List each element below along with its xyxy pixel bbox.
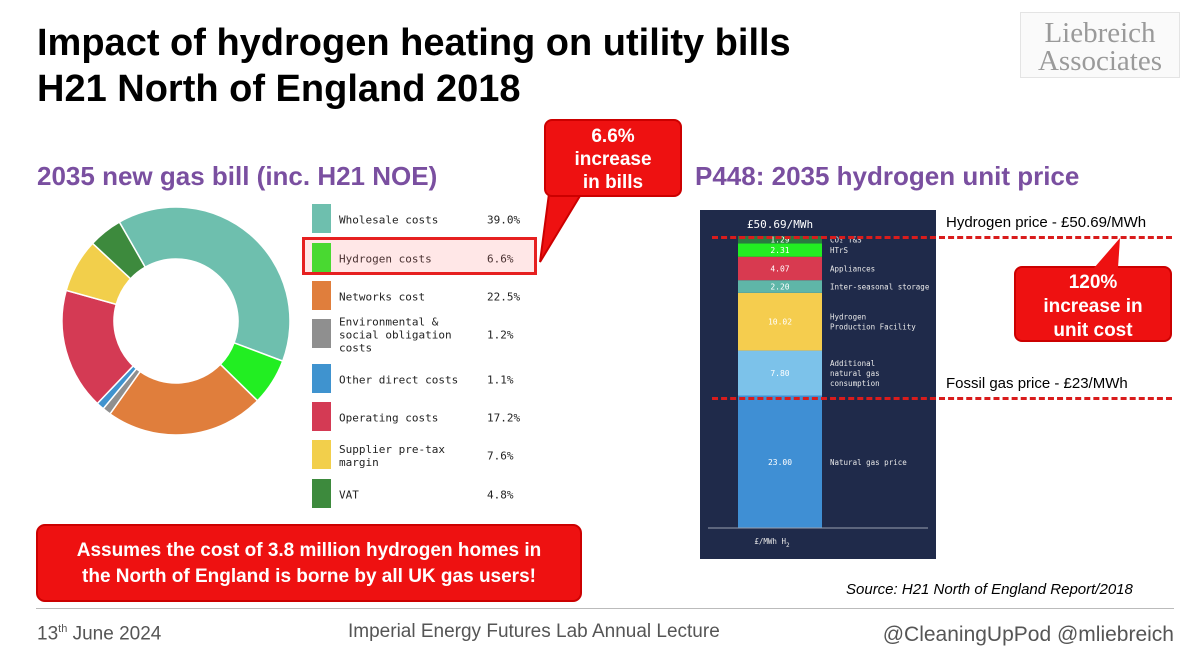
bar-segment-natural-gas-price xyxy=(738,395,822,528)
callout-bills-line-2: increase xyxy=(574,149,652,170)
stacked-bar-chart: 23.00 Natural gas price 7.80 Additionalnatu… xyxy=(700,210,936,559)
date-suffix: th xyxy=(58,623,68,635)
hydrogen-price-line xyxy=(712,236,1172,239)
legend-value: 22.5% xyxy=(487,290,521,304)
legend-label: Hydrogen costs xyxy=(339,252,432,266)
source-note: Source: H21 North of England Report/2018 xyxy=(846,581,1133,598)
legend-value: 17.2% xyxy=(487,411,521,425)
hydrogen-price-label: Hydrogen price - £50.69/MWh xyxy=(946,214,1147,231)
bar-segment-value: 10.02 xyxy=(768,318,792,327)
bar-segment-label: Inter-seasonal storage xyxy=(830,283,930,292)
bar-segment-htrs xyxy=(738,243,822,257)
legend-label: Environmental & social obligation costs xyxy=(339,315,452,355)
legend-value: 1.2% xyxy=(487,328,514,342)
legend-label: Networks cost xyxy=(339,290,426,304)
unit-price-subtitle: P448: 2035 hydrogen unit price xyxy=(695,161,1080,191)
assumption-line-1: Assumes the cost of 3.8 million hydrogen… xyxy=(76,540,542,561)
legend-label: Supplier pre-tax margin xyxy=(339,443,445,469)
legend-item-hydrogen-costs: Hydrogen costs 6.6% xyxy=(312,243,552,275)
bar-segment-label: Production Facility xyxy=(830,323,916,332)
legend-value: 6.6% xyxy=(487,252,514,266)
bar-segment-appliances xyxy=(738,256,822,281)
bar-segment-inter-seasonal-storage xyxy=(738,280,822,293)
bar-segment-value: 7.80 xyxy=(770,369,789,378)
logo-line-2: Associates xyxy=(1037,45,1163,77)
bar-segment-label: HTrS xyxy=(830,246,849,255)
legend-item-wholesale-costs: Wholesale costs 39.0% xyxy=(312,204,552,236)
bar-segment-label: Appliances xyxy=(830,264,875,273)
fossil-price-line xyxy=(712,397,1172,400)
legend-value: 4.8% xyxy=(487,488,514,502)
date-day: 13 xyxy=(37,623,59,645)
bar-segment-label: Additional xyxy=(830,359,875,368)
fossil-price-label: Fossil gas price - £23/MWh xyxy=(946,375,1128,392)
legend-label: Wholesale costs xyxy=(339,213,439,227)
title-line-1: Impact of hydrogen heating on utility bi… xyxy=(37,22,791,64)
bills-increase-callout: 6.6% increase in bills xyxy=(544,119,682,197)
hydrogen-costs-highlight xyxy=(302,237,537,275)
bar-segment-label: consumption xyxy=(830,379,880,388)
date-rest: June 2024 xyxy=(67,623,162,645)
assumption-line-2: the North of England is borne by all UK … xyxy=(82,566,536,587)
bar-segment-value: 2.20 xyxy=(770,283,789,292)
legend-value: 7.6% xyxy=(487,449,514,463)
logo-line-1: Liebreich xyxy=(1044,17,1156,49)
assumption-callout: Assumes the cost of 3.8 million hydrogen… xyxy=(36,524,582,602)
legend-item-supplier-pre-tax-margin: Supplier pre-tax margin 7.6% xyxy=(312,440,552,472)
legend-item-vat: VAT 4.8% xyxy=(312,479,552,511)
callout-unit-line-2: increase in xyxy=(1043,296,1143,317)
legend-swatch xyxy=(312,204,331,233)
legend-item-environmental-social-obligation-costs: Environmental & social obligation costs 1… xyxy=(312,316,552,355)
page-title: Impact of hydrogen heating on utility bi… xyxy=(37,20,791,112)
unit-callout-pointer xyxy=(1094,238,1120,268)
donut-subtitle: 2035 new gas bill (inc. H21 NOE) xyxy=(37,161,438,191)
donut-legend: Wholesale costs 39.0% Hydrogen costs 6.6% Ne… xyxy=(312,204,552,514)
bar-segment-value: 1.29 xyxy=(770,236,789,245)
footer-divider xyxy=(36,608,1174,609)
legend-swatch xyxy=(312,479,331,508)
bar-segment-value: 23.00 xyxy=(768,458,792,467)
logo: Liebreich Associates xyxy=(1020,12,1180,78)
bar-total-label: £50.69/MWh xyxy=(747,218,813,231)
callout-unit-line-3: unit cost xyxy=(1053,320,1133,341)
legend-swatch xyxy=(312,440,331,469)
bar-segment-label: Natural gas price xyxy=(830,458,907,467)
bar-segment-additional-natural-gas-consumption xyxy=(738,350,822,396)
legend-item-other-direct-costs: Other direct costs 1.1% xyxy=(312,364,552,396)
legend-label: Other direct costs xyxy=(339,373,459,387)
legend-swatch xyxy=(312,243,331,272)
bar-segment-value: 4.07 xyxy=(770,264,789,273)
legend-label: Operating costs xyxy=(339,411,439,425)
legend-value: 39.0% xyxy=(487,213,521,227)
callout-bills-line-3: in bills xyxy=(582,172,644,193)
footer-event: Imperial Energy Futures Lab Annual Lectu… xyxy=(348,621,720,642)
donut-chart xyxy=(61,206,291,436)
donut-slice-networks-cost xyxy=(108,363,259,436)
legend-swatch xyxy=(312,402,331,431)
bar-segment-value: 2.31 xyxy=(770,246,789,255)
legend-item-operating-costs: Operating costs 17.2% xyxy=(312,402,552,434)
bar-segment-label: natural gas xyxy=(830,369,880,378)
bar-segment-label: Hydrogen xyxy=(830,313,866,322)
footer-date: 13th June 2024 xyxy=(37,623,161,645)
bar-segment-co-t-s xyxy=(738,236,822,244)
legend-value: 1.1% xyxy=(487,373,514,387)
callout-bills-line-1: 6.6% xyxy=(591,126,635,147)
legend-swatch xyxy=(312,281,331,310)
legend-swatch xyxy=(312,364,331,393)
bar-segment-hydrogen-production-facility xyxy=(738,292,822,351)
legend-swatch xyxy=(312,319,331,348)
title-line-2: H21 North of England 2018 xyxy=(37,68,521,110)
footer-handles: @CleaningUpPod @mliebreich xyxy=(882,623,1174,646)
callout-unit-line-1: 120% xyxy=(1068,272,1118,293)
legend-item-networks-cost: Networks cost 22.5% xyxy=(312,281,552,313)
bar-segment-label: CO₂ T&S xyxy=(830,236,862,245)
donut-slice-wholesale-costs xyxy=(118,206,291,363)
unit-cost-callout: 120% increase in unit cost xyxy=(1014,266,1172,342)
donut-slice-vat xyxy=(91,221,147,280)
legend-label: VAT xyxy=(339,488,359,502)
